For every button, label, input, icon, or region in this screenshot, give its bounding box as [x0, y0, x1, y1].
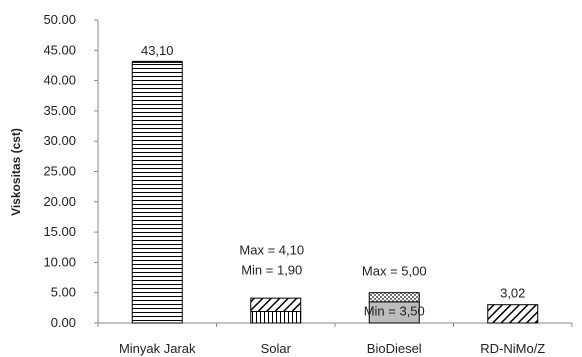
- data-label: 3,02: [500, 286, 525, 301]
- data-labels: 43,10 Max = 4,10 Min = 1,90 Max = 5,00 Min =…: [141, 43, 525, 319]
- y-tick-label: 10.00: [43, 254, 76, 269]
- bar: [487, 304, 539, 324]
- data-label-max: Max = 4,10: [239, 243, 304, 258]
- bar: [131, 61, 183, 324]
- y-ticks: 0.00 5.00 10.00 15.00 20.00 25.00 30.00 35.00 40…: [43, 12, 98, 330]
- y-tick-label: 20.00: [43, 194, 76, 209]
- x-tick-label: Solar: [261, 341, 292, 356]
- bar-max-segment: [250, 297, 302, 312]
- y-tick-label: 25.00: [43, 164, 76, 179]
- bars: [131, 60, 539, 324]
- y-tick-label: 45.00: [43, 42, 76, 57]
- bar-min-segment: [250, 310, 302, 324]
- x-tick-label: BioDiesel: [367, 341, 422, 356]
- data-label: 43,10: [141, 43, 174, 58]
- y-tick-label: 0.00: [51, 315, 76, 330]
- y-tick-label: 30.00: [43, 133, 76, 148]
- x-ticks: Minyak Jarak Solar BioDiesel RD-NiMo/Z: [97, 323, 573, 356]
- bar-max-segment: [368, 292, 420, 303]
- y-axis-label: Viskositas (cst): [9, 128, 23, 216]
- data-label-min: Min = 1,90: [241, 263, 302, 278]
- y-tick-label: 5.00: [51, 285, 76, 300]
- data-label-max: Max = 5,00: [362, 264, 427, 279]
- y-tick-label: 35.00: [43, 103, 76, 118]
- y-tick-label: 15.00: [43, 224, 76, 239]
- y-tick-label: 40.00: [43, 73, 76, 88]
- y-tick-label: 50.00: [43, 12, 76, 27]
- x-tick-label: RD-NiMo/Z: [480, 341, 545, 356]
- x-tick-label: Minyak Jarak: [119, 341, 196, 356]
- data-label-min: Min = 3,50: [364, 304, 425, 319]
